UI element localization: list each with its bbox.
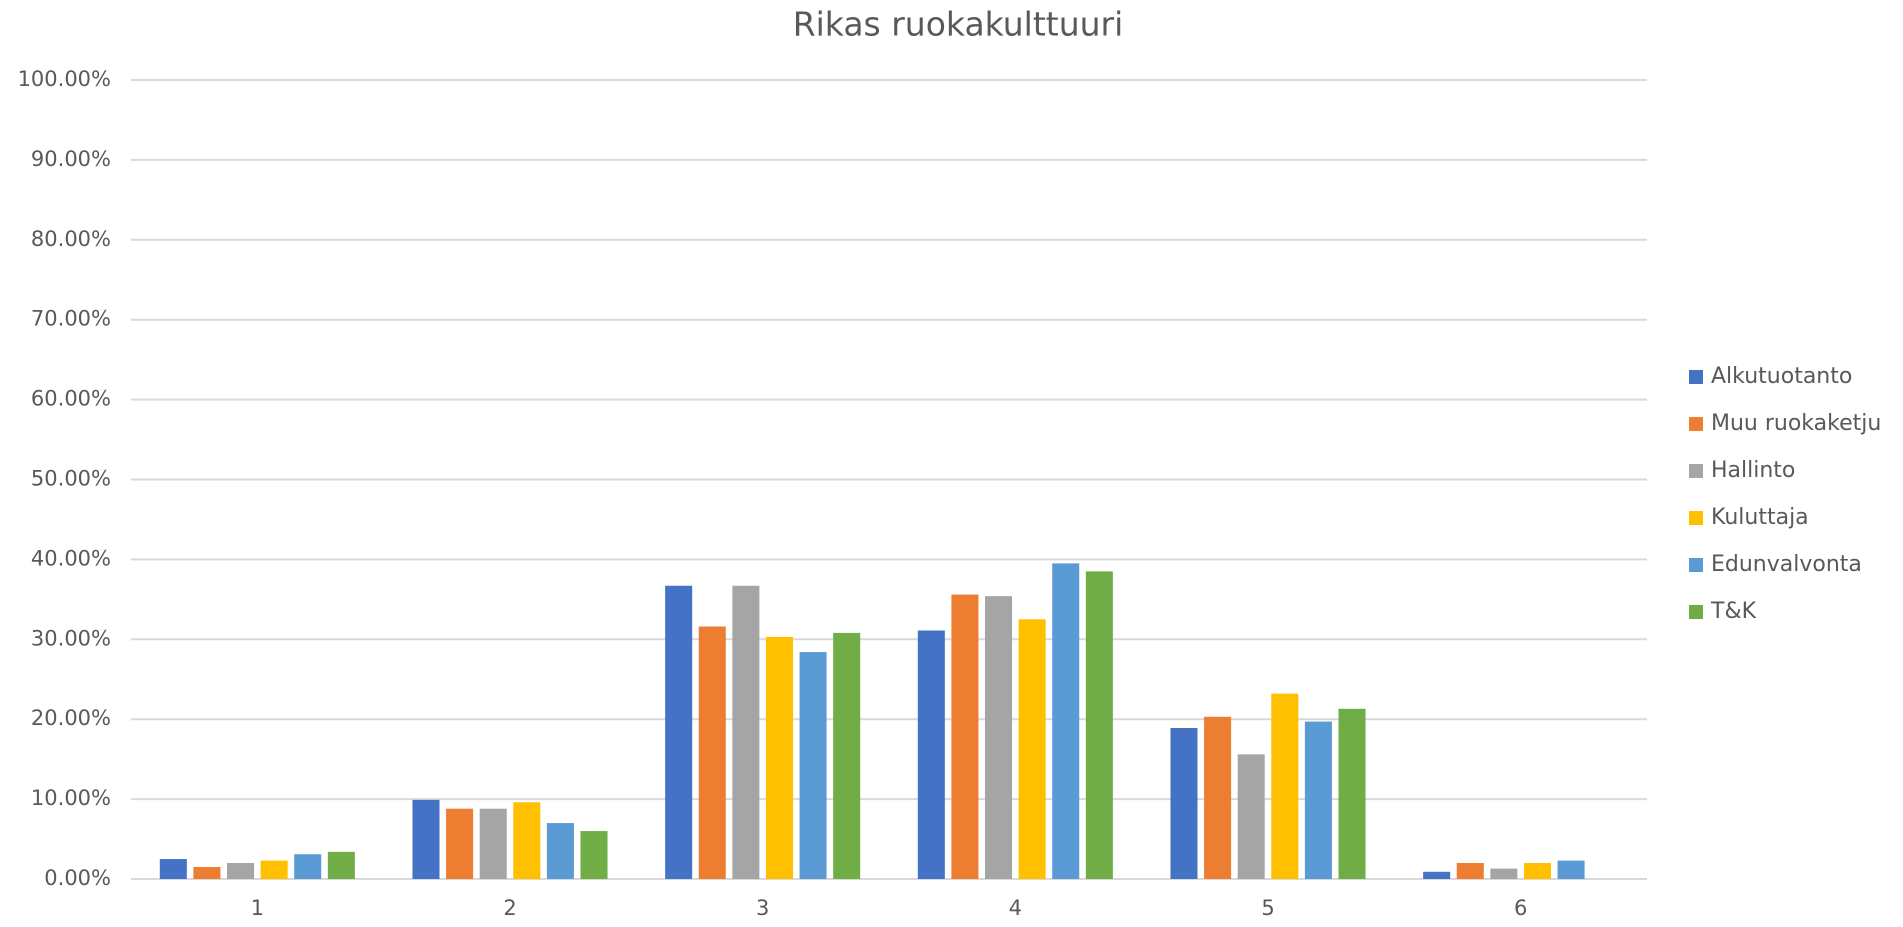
- legend-swatch: [1689, 417, 1703, 431]
- bar: [1304, 721, 1332, 879]
- x-tick-label: 3: [756, 896, 769, 920]
- y-tick-label: 20.00%: [31, 706, 111, 730]
- bar: [260, 860, 288, 879]
- bar: [732, 585, 760, 879]
- bar: [479, 808, 507, 879]
- legend-swatch: [1689, 464, 1703, 478]
- bar: [698, 626, 726, 879]
- bar: [665, 585, 693, 879]
- bar: [1338, 708, 1366, 879]
- bar: [833, 632, 861, 879]
- y-tick-label: 60.00%: [31, 387, 111, 411]
- bar: [917, 630, 945, 879]
- bar: [412, 799, 440, 879]
- legend-label: Edunvalvonta: [1711, 552, 1862, 577]
- legend-label: Kuluttaja: [1711, 505, 1809, 530]
- legend-label: T&K: [1710, 599, 1757, 624]
- bar: [546, 823, 574, 879]
- bar: [1423, 871, 1451, 879]
- bar: [327, 851, 355, 879]
- bar: [1271, 693, 1299, 879]
- bar: [985, 596, 1013, 879]
- x-tick-label: 1: [251, 896, 264, 920]
- bar: [1456, 863, 1484, 879]
- x-tick-label: 5: [1261, 896, 1274, 920]
- bar: [193, 867, 221, 879]
- y-tick-label: 50.00%: [31, 467, 111, 491]
- legend-swatch: [1689, 558, 1703, 572]
- x-tick-label: 2: [503, 896, 516, 920]
- bar: [580, 831, 608, 879]
- bar: [227, 863, 255, 879]
- legend-swatch: [1689, 370, 1703, 384]
- bar: [1170, 727, 1198, 879]
- bar: [765, 636, 793, 879]
- legend-swatch: [1689, 511, 1703, 525]
- bar: [294, 854, 322, 879]
- legend-label: Hallinto: [1711, 458, 1795, 483]
- bar: [1085, 571, 1113, 879]
- bar: [1052, 563, 1080, 879]
- legend-swatch: [1689, 605, 1703, 619]
- bar: [1237, 754, 1265, 879]
- y-tick-label: 10.00%: [31, 786, 111, 810]
- bar: [1204, 716, 1232, 879]
- legend-label: Muu ruokaketju: [1711, 411, 1881, 436]
- y-tick-label: 30.00%: [31, 626, 111, 650]
- y-tick-label: 100.00%: [18, 67, 111, 91]
- bar: [446, 808, 474, 879]
- bar: [159, 859, 187, 879]
- y-tick-label: 0.00%: [44, 866, 111, 890]
- bar: [799, 652, 827, 879]
- bar: [1523, 863, 1551, 879]
- bar: [1490, 868, 1518, 879]
- bar: [951, 594, 979, 879]
- y-tick-label: 70.00%: [31, 307, 111, 331]
- chart-title: Rikas ruokakulttuuri: [793, 5, 1124, 44]
- y-tick-label: 80.00%: [31, 227, 111, 251]
- bar: [1557, 860, 1585, 879]
- x-tick-label: 6: [1514, 896, 1527, 920]
- legend-label: Alkutuotanto: [1711, 364, 1852, 389]
- bar: [513, 802, 541, 879]
- x-tick-label: 4: [1009, 896, 1022, 920]
- bar: [1018, 619, 1046, 879]
- y-tick-label: 40.00%: [31, 546, 111, 570]
- y-tick-label: 90.00%: [31, 147, 111, 171]
